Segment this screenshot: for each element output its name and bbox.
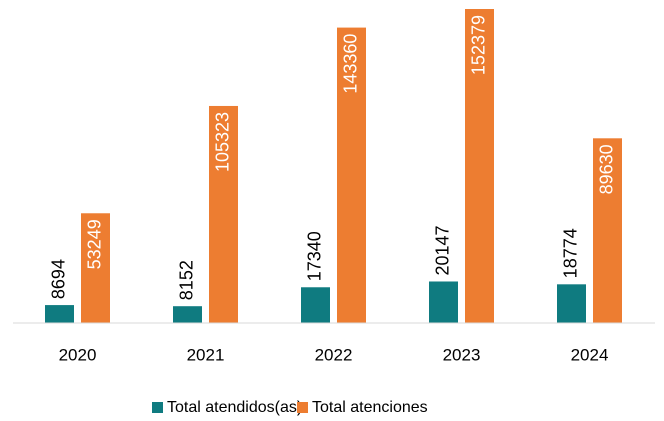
legend-swatch [297,402,308,413]
bar [593,138,622,323]
x-tick-label: 2021 [187,345,225,364]
legend-label: Total atendidos(as) [167,399,302,416]
data-label: 53249 [84,219,104,269]
data-label: 8152 [176,260,196,300]
data-label: 152379 [468,15,488,75]
bar [173,306,202,323]
bar [301,287,330,323]
data-label: 20147 [432,225,452,275]
bar [429,281,458,323]
bar [81,213,110,323]
data-label: 89630 [596,144,616,194]
x-tick-label: 2024 [571,345,609,364]
data-label: 105323 [212,112,232,172]
data-label: 143360 [340,34,360,94]
data-label: 8694 [48,259,68,299]
x-tick-label: 2023 [443,345,481,364]
bar [557,284,586,323]
bar [465,9,494,323]
x-tick-label: 2020 [59,345,97,364]
legend-swatch [152,402,163,413]
bar [45,305,74,323]
bar [337,27,366,323]
legend-label: Total atenciones [312,399,428,416]
data-label: 18774 [560,228,580,278]
bar [209,105,238,324]
x-tick-label: 2022 [315,345,353,364]
data-label: 17340 [304,231,324,281]
